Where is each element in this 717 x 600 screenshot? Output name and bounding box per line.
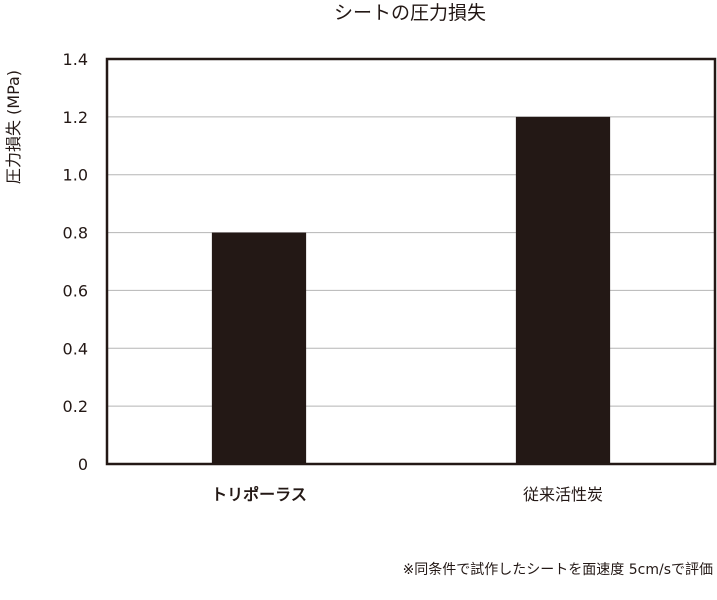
bar [515, 116, 611, 464]
bars [211, 116, 611, 464]
x-category-labels: トリポーラス 従来活性炭 [211, 485, 603, 504]
y-tick-label: 1.4 [63, 50, 88, 69]
grid-lines [107, 116, 715, 407]
y-tick-label: 1.0 [63, 166, 88, 185]
plot-frame [105, 57, 717, 466]
y-tick-label: 0 [78, 455, 88, 474]
footnote: ※同条件で試作したシートを面速度 5cm/sで評価 [403, 561, 713, 578]
y-axis-label: 圧力損失 (MPa) [4, 70, 23, 184]
y-tick-labels: 0 0.2 0.4 0.6 0.8 1.0 1.2 1.4 [63, 50, 88, 474]
bar [211, 232, 307, 464]
y-tick-label: 0.8 [63, 224, 88, 243]
y-tick-label: 1.2 [63, 108, 88, 127]
y-tick-label: 0.4 [63, 339, 88, 358]
x-category-label: トリポーラス [211, 485, 307, 504]
y-tick-label: 0.6 [63, 281, 88, 300]
x-category-label: 従来活性炭 [523, 485, 603, 504]
chart-title: シートの圧力損失 [334, 2, 486, 24]
y-tick-label: 0.2 [63, 397, 88, 416]
